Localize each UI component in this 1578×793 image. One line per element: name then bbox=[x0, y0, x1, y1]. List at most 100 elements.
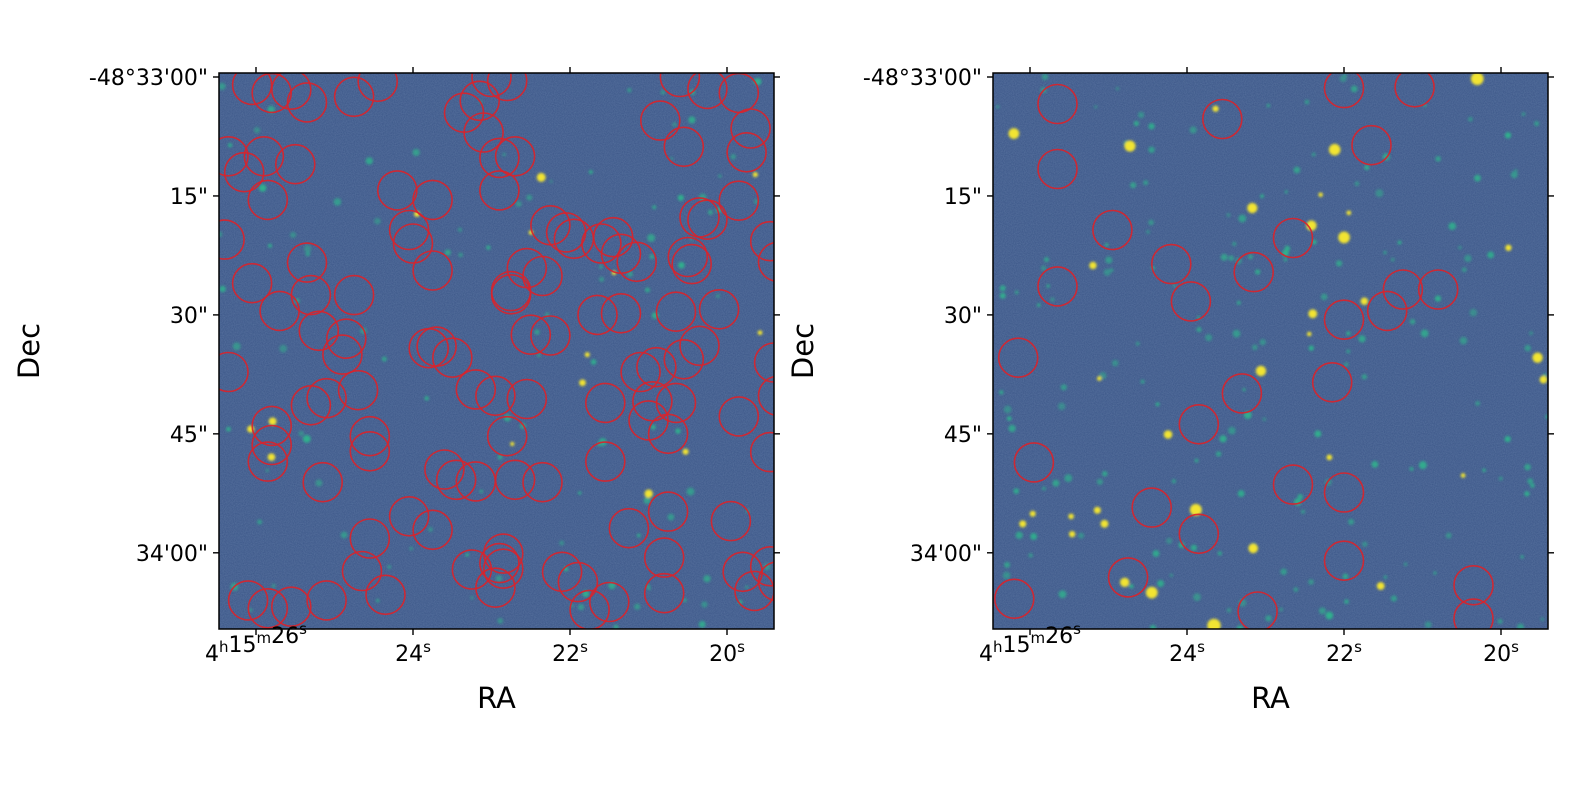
region-circle bbox=[349, 415, 391, 457]
region-circle bbox=[1037, 266, 1078, 307]
region-circle bbox=[667, 236, 709, 278]
region-circle bbox=[251, 405, 293, 447]
region-circle bbox=[749, 546, 774, 587]
region-circle bbox=[663, 126, 705, 168]
region-circle bbox=[247, 179, 289, 221]
region-circle bbox=[286, 82, 328, 123]
region-circle bbox=[298, 310, 340, 352]
region-circle bbox=[581, 223, 622, 264]
y-tick-label: 15" bbox=[944, 185, 982, 210]
region-circle bbox=[757, 561, 774, 602]
y-tick-label: 30" bbox=[944, 304, 982, 329]
region-circle bbox=[247, 441, 289, 482]
x-axis-label: RA bbox=[1251, 681, 1290, 715]
region-circle bbox=[679, 325, 720, 367]
region-circle bbox=[1037, 148, 1078, 190]
region-circle bbox=[608, 507, 650, 549]
left-frame bbox=[218, 72, 775, 630]
x-tick-label: 4h15m26s bbox=[979, 620, 1081, 667]
region-circle bbox=[584, 382, 626, 424]
region-circle bbox=[490, 273, 532, 315]
region-circle bbox=[730, 108, 771, 149]
y-axis-label: Dec bbox=[12, 323, 46, 379]
region-circle bbox=[530, 315, 571, 356]
y-tick-label: 15" bbox=[170, 185, 208, 210]
region-circle bbox=[1323, 472, 1365, 513]
region-circle bbox=[412, 509, 453, 551]
region-circle bbox=[333, 76, 375, 118]
region-circle bbox=[412, 250, 453, 291]
x-tick-label: 24s bbox=[395, 638, 431, 667]
region-circle bbox=[322, 334, 363, 375]
right-panel: 4h15m26s 24s 22s 20s -48°33'00" 15" 30" 45" 34'0… bbox=[786, 66, 1554, 715]
x-tick-label: 22s bbox=[552, 638, 588, 667]
region-circle bbox=[632, 380, 673, 422]
region-circle bbox=[541, 551, 583, 593]
region-circle bbox=[1272, 464, 1314, 505]
region-circle bbox=[557, 561, 599, 603]
region-circle bbox=[302, 461, 344, 503]
region-circle bbox=[475, 375, 516, 417]
region-circle bbox=[643, 537, 685, 578]
region-circle bbox=[219, 219, 245, 260]
region-circle bbox=[459, 80, 501, 122]
region-circle bbox=[271, 73, 312, 110]
region-circle bbox=[588, 581, 630, 623]
x-tick-label: 20s bbox=[709, 638, 745, 667]
region-circle bbox=[636, 346, 677, 388]
region-circle bbox=[219, 136, 249, 177]
region-circle bbox=[722, 551, 764, 593]
region-circle bbox=[455, 369, 497, 410]
region-circle bbox=[482, 533, 524, 574]
region-circle bbox=[584, 441, 626, 482]
region-circle bbox=[219, 351, 249, 393]
region-circle bbox=[663, 338, 705, 380]
region-circle bbox=[1037, 83, 1078, 125]
region-circle bbox=[1221, 373, 1263, 414]
region-circle bbox=[1394, 73, 1435, 108]
region-circle bbox=[647, 491, 689, 532]
region-circle bbox=[749, 220, 774, 262]
region-circle bbox=[1323, 299, 1365, 341]
region-circle bbox=[1202, 98, 1243, 140]
region-circle bbox=[482, 548, 524, 590]
region-circle bbox=[1237, 591, 1278, 629]
region-circle bbox=[997, 337, 1039, 379]
region-circle bbox=[286, 242, 328, 283]
region-circle bbox=[687, 199, 728, 240]
x-axis-label: RA bbox=[477, 681, 516, 715]
y-tick-label: 34'00" bbox=[136, 542, 208, 567]
region-circle bbox=[435, 459, 477, 501]
left-image bbox=[219, 73, 774, 629]
region-circle bbox=[388, 209, 430, 251]
region-circle bbox=[993, 578, 1035, 620]
region-circle bbox=[734, 570, 774, 612]
region-circle bbox=[616, 241, 658, 283]
region-circle bbox=[349, 430, 391, 472]
region-circle bbox=[757, 375, 774, 416]
region-circle bbox=[726, 132, 767, 173]
region-circle bbox=[749, 431, 774, 473]
region-circle bbox=[223, 151, 265, 193]
region-circle bbox=[1351, 124, 1392, 166]
right-image bbox=[993, 73, 1548, 629]
region-circle bbox=[1382, 269, 1424, 310]
region-circle bbox=[471, 73, 512, 98]
region-circle bbox=[231, 262, 273, 304]
region-circle bbox=[1092, 209, 1133, 251]
region-circle bbox=[506, 378, 548, 420]
region-circle bbox=[227, 580, 269, 621]
region-circle bbox=[647, 413, 689, 455]
region-circle bbox=[592, 216, 634, 258]
region-circle bbox=[376, 170, 418, 211]
y-tick-label: -48°33'00" bbox=[89, 66, 208, 91]
region-circle bbox=[655, 291, 697, 333]
region-circle bbox=[431, 337, 473, 379]
region-circle bbox=[1323, 73, 1365, 109]
region-circle bbox=[522, 255, 563, 297]
y-tick-label: -48°33'00" bbox=[863, 66, 982, 91]
region-circle bbox=[494, 136, 536, 177]
region-circle bbox=[710, 500, 752, 542]
